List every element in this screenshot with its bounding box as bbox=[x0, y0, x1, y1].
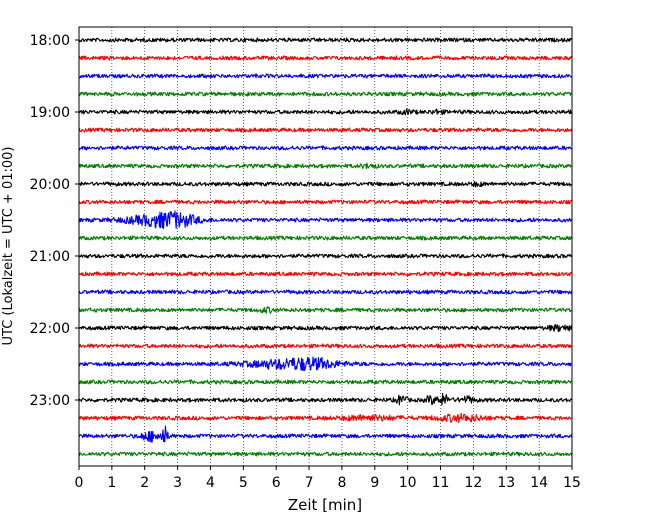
trace-2145 bbox=[78, 306, 572, 314]
trace-1830 bbox=[78, 73, 572, 79]
x-tick-label: 0 bbox=[75, 475, 84, 491]
x-tick-label: 2 bbox=[140, 475, 149, 491]
trace-2315 bbox=[78, 412, 572, 424]
y-axis-label: UTC (Lokalzeit = UTC + 01:00) bbox=[1, 147, 16, 346]
trace-1930 bbox=[78, 145, 572, 151]
x-tick-label: 8 bbox=[337, 475, 346, 491]
x-tick-label: 12 bbox=[464, 475, 482, 491]
x-tick-label: 11 bbox=[432, 475, 450, 491]
x-tick-label: 13 bbox=[497, 475, 515, 491]
trace-2045 bbox=[78, 235, 573, 241]
x-tick-label: 1 bbox=[107, 475, 116, 491]
grid-lines bbox=[111, 27, 540, 466]
y-tick-label: 22:00 bbox=[30, 321, 70, 337]
x-tick-label: 5 bbox=[239, 475, 248, 491]
trace-1845 bbox=[78, 91, 573, 97]
trace-1915 bbox=[78, 127, 573, 133]
y-tick-label: 21:00 bbox=[30, 249, 70, 265]
x-tick-label: 6 bbox=[272, 475, 281, 491]
trace-2130 bbox=[78, 289, 573, 295]
y-tick-label: 18:00 bbox=[30, 33, 70, 49]
x-tick-label: 9 bbox=[370, 475, 379, 491]
trace-2115 bbox=[78, 271, 573, 277]
y-tick-label: 19:00 bbox=[30, 105, 70, 121]
trace-1800 bbox=[78, 37, 573, 43]
x-tick-label: 14 bbox=[530, 475, 548, 491]
x-axis-ticks: 0 1 2 3 4 5 6 7 8 9 10 11 12 13 14 15 bbox=[75, 466, 581, 491]
trace-2245 bbox=[78, 379, 573, 385]
x-tick-label: 4 bbox=[206, 475, 215, 491]
y-tick-label: 20:00 bbox=[30, 177, 70, 193]
trace-1900 bbox=[78, 108, 573, 116]
plot-frame bbox=[78, 26, 573, 467]
trace-1815 bbox=[78, 55, 573, 61]
seismic-traces bbox=[78, 37, 573, 457]
trace-1945 bbox=[78, 162, 572, 170]
trace-2215 bbox=[78, 343, 572, 349]
x-axis-label: Zeit [min] bbox=[288, 496, 362, 514]
trace-2345 bbox=[78, 451, 573, 457]
trace-2015 bbox=[78, 199, 572, 205]
x-tick-label: 10 bbox=[399, 475, 417, 491]
x-tick-label: 15 bbox=[563, 475, 581, 491]
trace-2000 bbox=[78, 181, 572, 188]
x-tick-label: 3 bbox=[173, 475, 182, 491]
x-tick-label: 7 bbox=[305, 475, 314, 491]
trace-2330 bbox=[78, 425, 573, 443]
trace-2100 bbox=[78, 253, 573, 259]
y-tick-label: 23:00 bbox=[30, 393, 70, 409]
trace-2230 bbox=[78, 356, 572, 372]
trace-2030 bbox=[78, 210, 573, 230]
trace-2300 bbox=[78, 392, 573, 406]
y-axis-ticks: 18:00 19:00 20:00 21:00 22:00 23:00 bbox=[30, 33, 79, 409]
trace-2200 bbox=[78, 323, 573, 333]
